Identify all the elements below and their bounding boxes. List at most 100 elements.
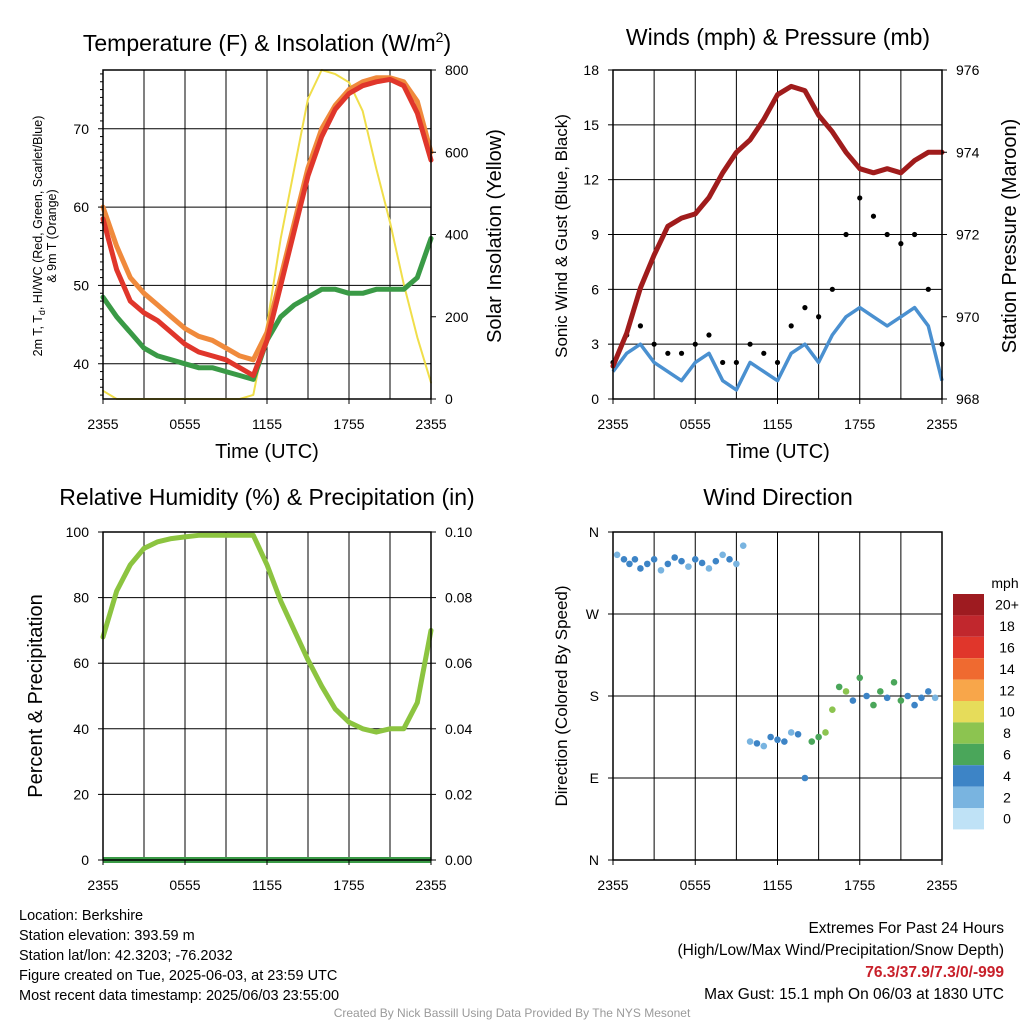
y2-tick-label: 0.08	[445, 590, 472, 606]
y2-tick-label: 970	[956, 309, 980, 325]
direction-point	[781, 738, 788, 745]
gust-point	[774, 359, 781, 366]
x-tick-label: 2355	[415, 877, 446, 893]
direction-series	[613, 542, 939, 782]
x-tick-label: 1755	[333, 416, 364, 432]
colorbar-swatch	[953, 594, 984, 616]
colorbar-swatch	[953, 786, 984, 808]
direction-point	[897, 697, 905, 704]
extremes-legend: (High/Low/Max Wind/Precipitation/Snow De…	[677, 942, 1005, 959]
y-tick-label: 9	[591, 227, 599, 243]
direction-axes: 2355 0555 1155 1755 2355 N E S W N	[586, 524, 958, 893]
direction-y-label: Direction (Colored By Speed)	[552, 585, 571, 806]
direction-point	[626, 560, 633, 568]
direction-point	[746, 738, 754, 745]
x-tick-label: 0555	[169, 416, 200, 432]
y-tick-label: 15	[583, 117, 599, 133]
direction-point	[822, 729, 829, 736]
temperature-title: Temperature (F) & Insolation (W/m2)	[83, 29, 451, 56]
extremes-title: Extremes For Past 24 Hours	[808, 920, 1004, 937]
temperature-y-label: 2m T, Td, HI/WC (Red, Green, Scarlet/Blu…	[31, 116, 47, 357]
figure-created: Figure created on Tue, 2025-06-03, at 23…	[19, 968, 338, 984]
y-tick-label: 6	[591, 281, 599, 297]
gust-point	[788, 323, 794, 329]
temperature-x-label: Time (UTC)	[215, 441, 319, 463]
direction-point	[650, 556, 658, 563]
gust-point	[898, 241, 904, 247]
y2-tick-label: 0	[445, 391, 453, 407]
colorbar-swatch	[953, 701, 984, 723]
colorbar-label: 20+	[995, 597, 1019, 613]
direction-point	[671, 554, 678, 561]
direction-point	[870, 701, 877, 709]
y-tick-label: 0	[591, 391, 599, 407]
direction-point	[774, 736, 781, 744]
temperature-grid	[103, 70, 431, 399]
gust-point	[665, 350, 671, 356]
colorbar-label: 16	[999, 640, 1015, 656]
x-tick-label: 1155	[252, 877, 282, 893]
colorbar-swatch	[953, 615, 984, 637]
y-tick-label: E	[590, 770, 599, 786]
direction-point	[613, 551, 621, 559]
direction-point	[842, 688, 850, 695]
direction-point	[620, 556, 628, 563]
gust-point	[747, 341, 753, 347]
winds-y-label: Sonic Wind & Gust (Blue, Black)	[552, 114, 571, 358]
y-tick-label: 18	[583, 62, 599, 78]
extremes-info: Extremes For Past 24 Hours (High/Low/Max…	[678, 918, 1005, 1006]
colorbar-label: 12	[999, 682, 1015, 698]
direction-point	[657, 566, 665, 574]
humidity-panel: Relative Humidity (%) & Precipitation (i…	[25, 484, 475, 893]
direction-title: Wind Direction	[703, 484, 853, 510]
colorbar-swatch	[953, 808, 984, 830]
y-tick-label: 20	[73, 786, 89, 802]
gust-point	[829, 286, 835, 292]
y2-tick-label: 400	[445, 227, 469, 243]
direction-point	[931, 694, 939, 702]
gust-point	[925, 286, 931, 292]
gust-point	[761, 350, 767, 356]
y-tick-label: 70	[73, 121, 89, 137]
x-tick-label: 1155	[762, 877, 792, 893]
gust-point	[870, 213, 877, 219]
temperature-y-label-line2: & 9m T (Orange)	[45, 189, 59, 282]
y2-tick-label: 800	[445, 62, 469, 78]
y2-tick-label: 972	[956, 227, 980, 243]
direction-point	[705, 565, 713, 572]
direction-point	[883, 694, 891, 702]
x-tick-label: 1155	[252, 416, 282, 432]
x-tick-label: 2355	[597, 416, 628, 432]
station-info: Location: Berkshire Station elevation: 3…	[19, 906, 339, 1006]
colorbar-swatch	[953, 636, 984, 659]
y-tick-label: S	[590, 688, 599, 704]
direction-point	[698, 559, 706, 567]
direction-point	[643, 560, 651, 568]
y-tick-label: N	[589, 852, 599, 868]
y-tick-label: 40	[73, 721, 89, 737]
direction-point	[631, 556, 639, 563]
direction-point	[863, 692, 870, 700]
direction-point	[794, 730, 802, 738]
direction-point	[911, 701, 918, 709]
station-latlon: Station lat/lon: 42.3203; -76.2032	[19, 948, 233, 964]
direction-point	[787, 729, 795, 736]
winds-title: Winds (mph) & Pressure (mb)	[626, 24, 930, 50]
y2-tick-label: 976	[956, 62, 980, 78]
temperature-y2-label: Solar Insolation (Yellow)	[484, 129, 506, 343]
y2-tick-label: 0.02	[445, 786, 472, 802]
gust-point	[706, 332, 712, 338]
direction-point	[890, 679, 898, 686]
y-tick-label: 100	[66, 524, 90, 540]
colorbar: 20+ 18 16 14 12 10 8 6 4 2 0	[953, 594, 1019, 830]
colorbar-label: 8	[1003, 725, 1011, 741]
y2-tick-label: 968	[956, 391, 980, 407]
x-tick-label: 1755	[844, 416, 875, 432]
temperature-y-label-part1: 2m T, T	[31, 315, 45, 357]
colorbar-swatch	[953, 765, 984, 787]
colorbar-label: 6	[1003, 747, 1011, 763]
y2-tick-label: 600	[445, 144, 469, 160]
x-tick-label: 2355	[926, 877, 957, 893]
colorbar-label: 18	[999, 618, 1015, 634]
gust-point	[678, 350, 685, 356]
